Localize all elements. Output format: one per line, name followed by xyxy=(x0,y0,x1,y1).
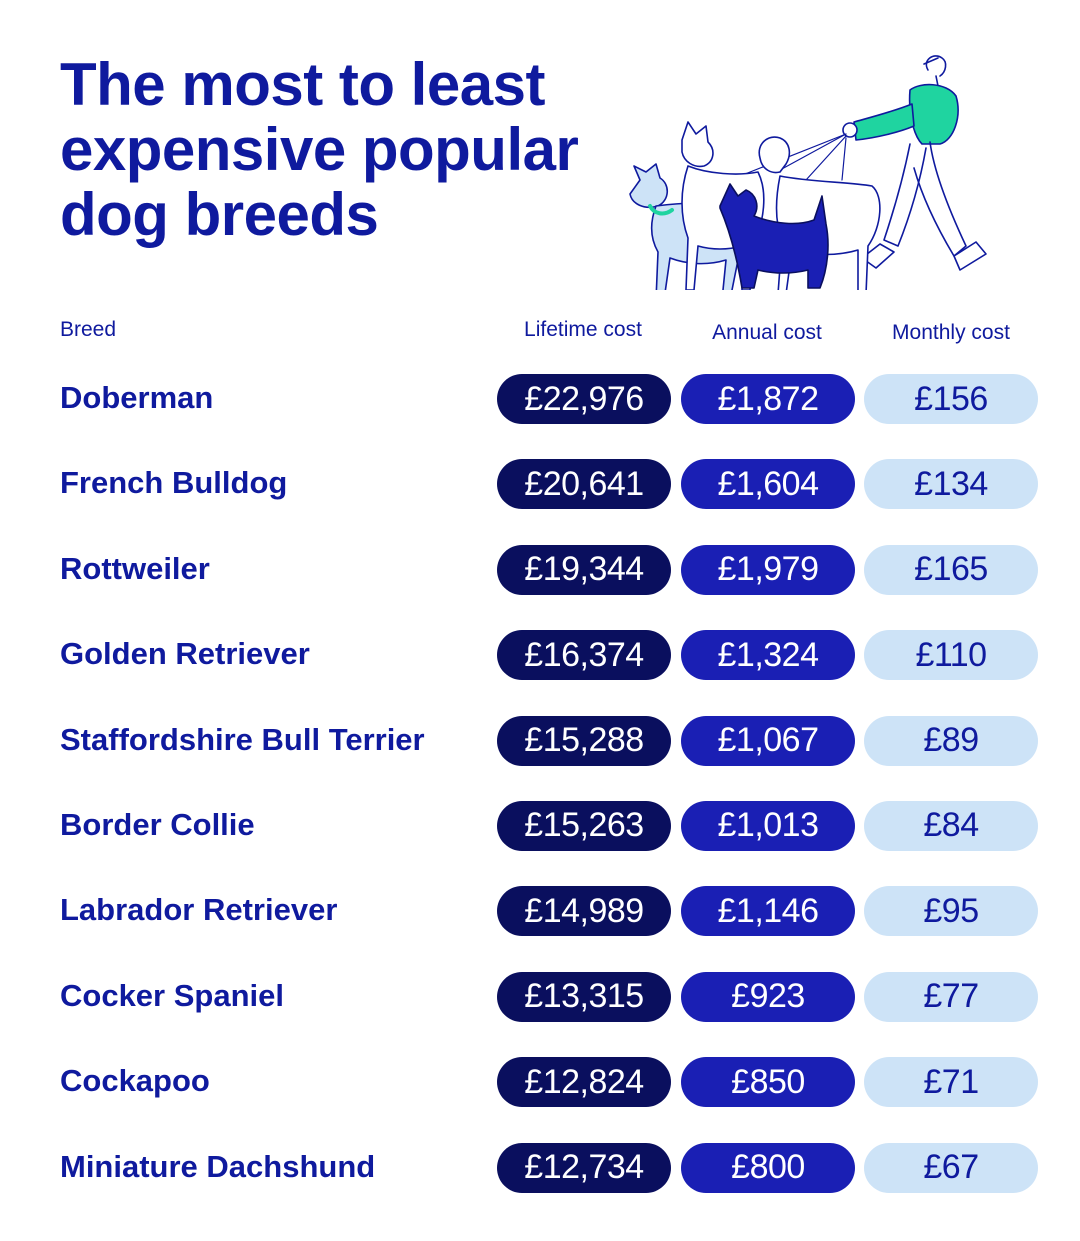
breed-name: Cockapoo xyxy=(60,1063,210,1099)
table-header: Breed Lifetime cost Annual cost Monthly … xyxy=(0,318,1080,352)
table-row: Rottweiler £19,344 £1,979 £165 xyxy=(0,544,1080,630)
header-monthly: Monthly cost xyxy=(892,321,1010,344)
lifetime-cost-pill: £12,734 xyxy=(497,1142,671,1193)
table-row: Cocker Spaniel £13,315 £923 £77 xyxy=(0,971,1080,1057)
breed-name: Cocker Spaniel xyxy=(60,977,284,1013)
lifetime-cost-pill: £22,976 xyxy=(497,374,671,424)
breed-name: Staffordshire Bull Terrier xyxy=(60,721,425,757)
table-row: Border Collie £15,263 £1,013 £84 xyxy=(0,800,1080,886)
title-line-2: expensive popular xyxy=(60,116,579,183)
monthly-cost-pill: £89 xyxy=(864,715,1038,766)
annual-cost-pill: £1,067 xyxy=(681,715,855,766)
annual-cost-pill: £850 xyxy=(681,1057,855,1108)
beagle-dog xyxy=(758,136,881,290)
title-line-3: dog breeds xyxy=(60,181,379,248)
breed-name: Border Collie xyxy=(60,806,255,842)
lifetime-cost-pill: £16,374 xyxy=(497,630,671,681)
table-row: Doberman £22,976 £1,872 £156 xyxy=(0,374,1080,459)
lifetime-cost-pill: £20,641 xyxy=(497,459,671,510)
monthly-cost-pill: £134 xyxy=(864,459,1038,510)
breed-name: Golden Retriever xyxy=(60,636,310,672)
header-breed: Breed xyxy=(60,318,117,341)
table-row: Golden Retriever £16,374 £1,324 £110 xyxy=(0,630,1080,715)
title-line-1: The most to least xyxy=(60,51,545,118)
lifetime-cost-pill: £19,344 xyxy=(497,544,671,595)
monthly-cost-pill: £110 xyxy=(864,630,1038,681)
dog-walker-illustration xyxy=(629,55,987,290)
monthly-cost-pill: £165 xyxy=(864,544,1038,595)
monthly-cost-pill: £71 xyxy=(864,1057,1038,1108)
monthly-cost-pill: £156 xyxy=(864,374,1038,424)
breed-name: French Bulldog xyxy=(60,465,288,501)
table-row: Cockapoo £12,824 £850 £71 xyxy=(0,1057,1080,1142)
lifetime-cost-pill: £14,989 xyxy=(497,886,671,937)
table-row: Labrador Retriever £14,989 £1,146 £95 xyxy=(0,886,1080,971)
chart-title: The most to least expensive popular dog … xyxy=(60,52,620,247)
monthly-cost-pill: £84 xyxy=(864,800,1038,851)
annual-cost-pill: £1,146 xyxy=(681,886,855,937)
table-row: French Bulldog £20,641 £1,604 £134 xyxy=(0,459,1080,544)
header-lifetime: Lifetime cost xyxy=(524,318,642,341)
annual-cost-pill: £923 xyxy=(681,971,855,1022)
monthly-cost-pill: £67 xyxy=(864,1142,1038,1193)
annual-cost-pill: £1,979 xyxy=(681,544,855,595)
monthly-cost-pill: £77 xyxy=(864,971,1038,1022)
lifetime-cost-pill: £15,263 xyxy=(497,800,671,851)
header-annual: Annual cost xyxy=(712,321,822,344)
lifetime-cost-pill: £12,824 xyxy=(497,1057,671,1108)
breed-name: Rottweiler xyxy=(60,550,210,586)
annual-cost-pill: £1,872 xyxy=(681,374,855,424)
monthly-cost-pill: £95 xyxy=(864,886,1038,937)
annual-cost-pill: £1,013 xyxy=(681,800,855,851)
annual-cost-pill: £800 xyxy=(681,1142,855,1193)
annual-cost-pill: £1,604 xyxy=(681,459,855,510)
walker-figure xyxy=(842,55,987,271)
table-body: Doberman £22,976 £1,872 £156 French Bull… xyxy=(0,374,1080,1228)
table-row: Miniature Dachshund £12,734 £800 £67 xyxy=(0,1142,1080,1228)
breed-name: Labrador Retriever xyxy=(60,892,338,928)
scottish-terrier-dog xyxy=(719,183,829,289)
lifetime-cost-pill: £15,288 xyxy=(497,715,671,766)
table-row: Staffordshire Bull Terrier £15,288 £1,06… xyxy=(0,715,1080,801)
annual-cost-pill: £1,324 xyxy=(681,630,855,681)
lifetime-cost-pill: £13,315 xyxy=(497,971,671,1022)
breed-name: Doberman xyxy=(60,380,214,415)
breed-name: Miniature Dachshund xyxy=(60,1148,376,1184)
